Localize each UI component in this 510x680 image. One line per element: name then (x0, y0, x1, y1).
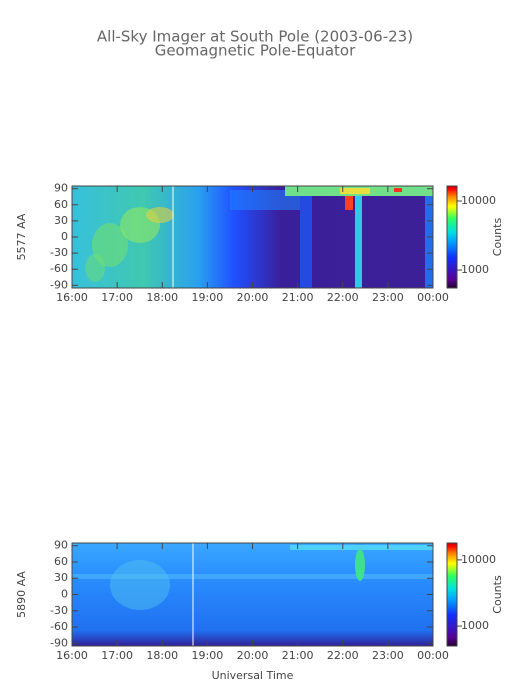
x-tick-label: 21:00 (282, 649, 314, 662)
x-tick-label: 16:00 (56, 649, 88, 662)
colorbar-label: Counts (491, 575, 504, 614)
keogram-image (72, 543, 433, 646)
x-tick-label: 17:00 (101, 291, 133, 304)
y-axis-label: 5577 AA (15, 213, 28, 260)
y-tick-label: 30 (54, 214, 68, 227)
y-tick-label: -30 (50, 604, 68, 617)
x-tick-label: 19:00 (192, 291, 224, 304)
title: All-Sky Imager at South Pole (2003-06-23… (97, 28, 413, 46)
x-tick-label: 19:00 (192, 649, 224, 662)
y-tick-label: 90 (54, 539, 68, 552)
colorbar-frame (446, 185, 458, 289)
y-tick-label: -90 (50, 278, 68, 291)
keogram-image (72, 186, 433, 288)
colorbar-tick-label: 10000 (461, 553, 496, 566)
y-tick-label: -60 (50, 262, 68, 275)
x-tick-label: 00:00 (417, 649, 449, 662)
y-tick-label: 60 (54, 198, 68, 211)
colorbar-label: Counts (491, 218, 504, 257)
colorbar-tick-label: 10000 (461, 194, 496, 207)
y-tick-label: 30 (54, 571, 68, 584)
x-tick-label: 23:00 (372, 649, 404, 662)
y-tick-label: 60 (54, 555, 68, 568)
x-tick-label: 18:00 (146, 649, 178, 662)
x-tick-label: 17:00 (101, 649, 133, 662)
y-tick-label: 0 (61, 588, 68, 601)
x-tick-label: 21:00 (282, 291, 314, 304)
colorbar (447, 186, 457, 288)
colorbar-frame (446, 542, 458, 647)
colorbar-tick-label: 1000 (461, 263, 489, 276)
x-tick-label: 22:00 (327, 291, 359, 304)
x-tick-label: 20:00 (237, 649, 269, 662)
x-tick-label: 23:00 (372, 291, 404, 304)
y-axis-label: 5890 AA (15, 571, 28, 618)
x-tick-label: 20:00 (237, 291, 269, 304)
y-tick-label: -90 (50, 636, 68, 649)
colorbar-tick-label: 1000 (461, 619, 489, 632)
y-tick-label: 90 (54, 182, 68, 195)
y-tick-label: 0 (61, 230, 68, 243)
x-axis-label: Universal Time (212, 669, 294, 680)
y-tick-label: -60 (50, 620, 68, 633)
colorbar (447, 543, 457, 646)
x-tick-label: 16:00 (56, 291, 88, 304)
subtitle: Geomagnetic Pole-Equator (155, 42, 356, 60)
x-tick-label: 22:00 (327, 649, 359, 662)
x-tick-label: 18:00 (146, 291, 178, 304)
x-tick-label: 00:00 (417, 291, 449, 304)
y-tick-label: -30 (50, 246, 68, 259)
